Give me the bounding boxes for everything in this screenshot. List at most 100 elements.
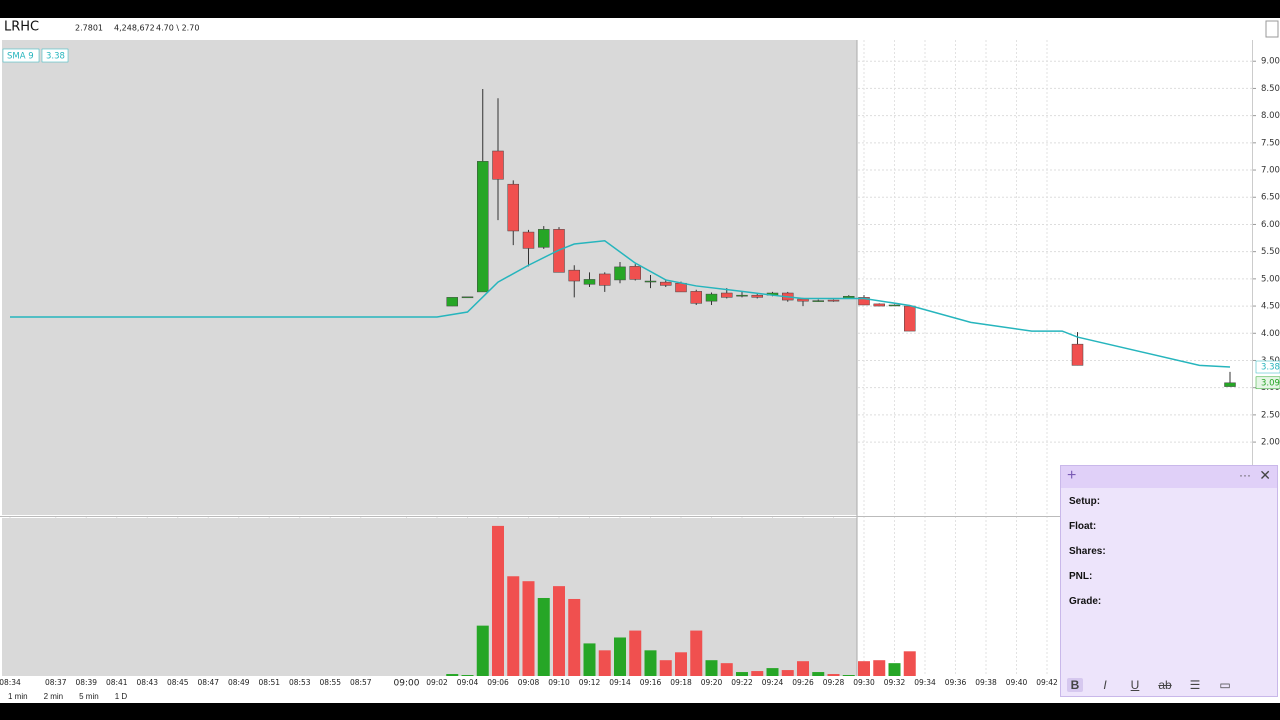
candle-body [736,294,748,297]
y-tick-label: 8.50 [1261,84,1280,94]
timeframe-button[interactable]: 5 min [79,692,99,701]
volume-bar [751,671,764,676]
note-field: Setup: [1069,496,1101,507]
x-tick-label: 09:36 [945,678,967,687]
candle-body [690,291,702,304]
volume-bar [705,660,718,676]
indicator-value: 3.38 [46,52,65,62]
candle-body [721,292,733,298]
note-field: Shares: [1069,546,1106,557]
y-tick-label: 7.50 [1261,138,1280,148]
format-toolbar: B I U ab ☰ ▭ [1067,678,1233,692]
note-header: + ··· ✕ [1061,466,1277,488]
y-tick-label: 4.00 [1261,329,1280,339]
candle-body [507,183,519,232]
x-tick-label: 09:00 [394,679,420,689]
x-tick-label: 09:12 [579,678,601,687]
x-tick-label: 09:24 [762,678,784,687]
x-tick-label: 09:22 [731,678,753,687]
italic-button[interactable]: I [1103,678,1107,692]
strike-button[interactable]: ab [1158,678,1172,692]
x-tick-label: 09:10 [548,678,570,687]
y-tick-label: 2.50 [1261,410,1280,420]
x-tick-label: 08:57 [350,678,372,687]
x-tick-label: 08:51 [258,678,280,687]
x-tick-label: 09:18 [670,678,692,687]
x-tick-label: 08:45 [167,678,189,687]
sticky-note: + ··· ✕ Setup: Float: Shares: PNL: Grade… [1060,465,1278,697]
x-tick-label: 09:06 [487,678,509,687]
volume-bar [858,661,870,676]
x-tick-label: 09:20 [701,678,723,687]
image-button[interactable]: ▭ [1219,678,1231,692]
x-tick-label: 08:39 [75,678,97,687]
volume-bar [614,637,626,676]
timeframe-button[interactable]: 1 min [8,692,28,701]
volume-bar [644,650,657,676]
x-tick-label: 09:32 [884,678,906,687]
volume-bar [583,643,596,676]
menu-button[interactable]: ··· [1239,468,1251,482]
bold-button[interactable]: B [1067,678,1083,692]
price-tag [1255,360,1280,374]
close-button[interactable]: ✕ [1259,467,1271,483]
y-tick-label: 6.00 [1261,220,1280,230]
candle-body [446,297,458,307]
volume-bar [568,598,581,676]
last-price: 2.7801 [75,24,103,33]
sma-line [10,239,1231,368]
x-tick-label: 09:38 [975,678,997,687]
x-tick-label: 09:08 [518,678,540,687]
price-tag [1255,376,1280,390]
x-tick-label: 08:47 [197,678,219,687]
timeframe-bar: 1 min 2 min 5 min 1 D [8,692,127,701]
sma-price-label: 3.38 [1261,363,1280,373]
y-tick-label: 5.50 [1261,247,1280,257]
volume-bar [553,586,565,676]
candle-body [599,273,611,286]
x-tick-label: 09:30 [853,678,875,687]
candle-body [583,279,596,285]
candle-body [705,293,718,302]
x-tick-label: 08:43 [136,678,158,687]
x-tick-label: 09:42 [1036,678,1058,687]
candle-body [843,296,855,299]
underline-button[interactable]: U [1130,678,1140,692]
x-tick-label: 08:37 [45,678,67,687]
window-button[interactable] [1265,20,1279,38]
y-tick-label: 6.50 [1261,193,1280,203]
candle-body [827,299,840,302]
candle-body [904,305,916,332]
candle-body [538,229,550,248]
timeframe-button[interactable]: 2 min [43,692,64,701]
volume-bar [675,652,687,676]
list-button[interactable]: ☰ [1189,678,1201,692]
candle-body [888,304,901,307]
candle-body [675,282,687,293]
volume-bar [903,651,916,676]
volume-bar [781,670,794,676]
x-tick-label: 09:04 [457,678,479,687]
candle-body [522,231,535,249]
candle-body [797,298,809,302]
x-tick-label: 08:49 [228,678,250,687]
candle-body [568,269,580,282]
range: 4.70 \ 2.70 [156,24,199,33]
volume-bar [629,630,642,676]
y-tick-label: 4.50 [1261,302,1280,312]
volume-bar [461,675,474,676]
bottom-bar [0,703,1280,720]
add-note-button[interactable]: + [1067,467,1077,484]
y-tick-label: 8.00 [1261,111,1280,121]
volume-bar [812,672,825,676]
candle-body [644,280,657,283]
timeframe-button[interactable]: 1 D [114,692,128,701]
volume-bar [598,650,611,676]
x-tick-label: 09:02 [426,678,448,687]
x-tick-label: 09:16 [640,678,662,687]
volume-bar [873,660,886,676]
volume-bar [797,661,809,676]
volume-bar [888,663,901,676]
volume-bar [659,660,672,676]
